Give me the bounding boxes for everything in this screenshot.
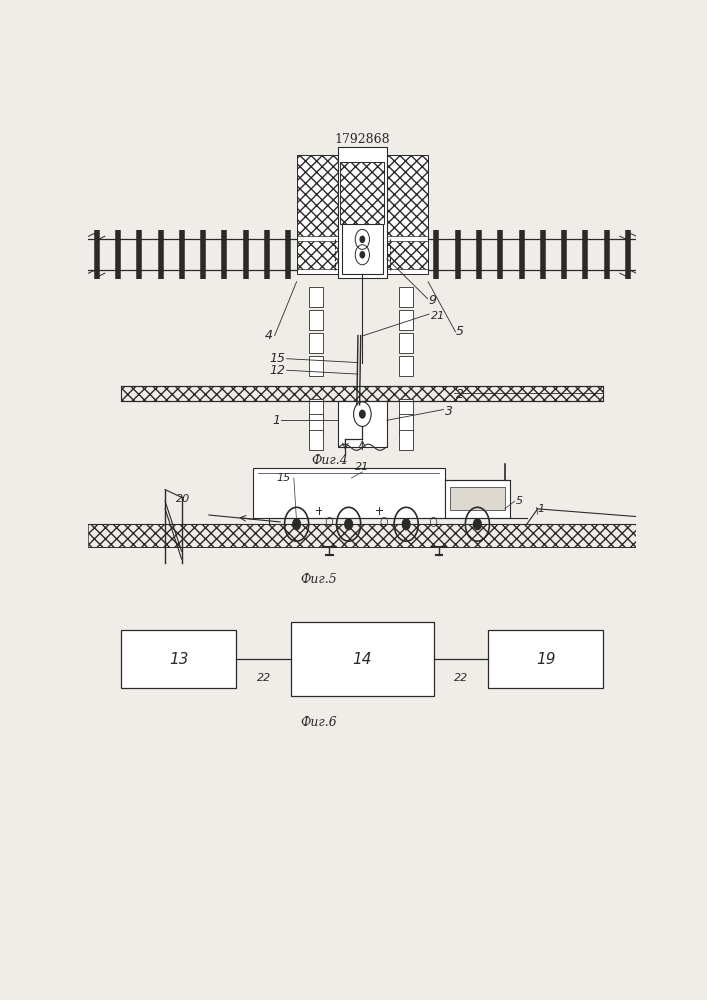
Text: 1792868: 1792868 (334, 133, 390, 146)
Text: Фиг.5: Фиг.5 (300, 573, 337, 586)
Bar (489, 630, 604, 688)
Text: 20: 20 (175, 494, 189, 504)
Text: 19: 19 (536, 652, 556, 666)
Bar (338, 147, 387, 278)
Bar (309, 310, 323, 330)
Text: Фиг.6: Фиг.6 (300, 716, 337, 729)
Circle shape (345, 519, 353, 530)
Bar (253, 468, 445, 518)
Circle shape (474, 519, 481, 530)
Text: 1: 1 (538, 504, 545, 514)
Text: 5: 5 (516, 496, 523, 506)
Bar (309, 287, 323, 307)
Bar (309, 356, 323, 376)
Bar (309, 414, 323, 434)
Bar (297, 155, 428, 274)
Text: 22: 22 (257, 673, 271, 683)
Text: 21: 21 (431, 311, 445, 321)
Bar (338, 401, 387, 447)
Bar (297, 241, 428, 269)
Text: 3: 3 (445, 405, 452, 418)
Bar (122, 630, 236, 688)
Bar (342, 224, 382, 274)
Bar (399, 310, 414, 330)
Circle shape (360, 236, 365, 242)
Text: 12: 12 (269, 364, 286, 377)
Bar (291, 622, 433, 696)
Bar (297, 155, 428, 235)
Circle shape (360, 410, 365, 418)
Bar (309, 399, 323, 419)
Bar (88, 524, 636, 547)
Bar (341, 162, 385, 224)
Text: 15: 15 (277, 473, 291, 483)
Text: 13: 13 (169, 652, 189, 666)
Bar (309, 430, 323, 450)
Text: 9: 9 (428, 294, 436, 307)
Text: 2: 2 (455, 388, 464, 401)
Circle shape (402, 519, 410, 530)
Bar (445, 480, 510, 518)
Circle shape (360, 252, 365, 258)
Circle shape (293, 519, 300, 530)
Text: Фиг.4: Фиг.4 (311, 454, 348, 467)
Bar (399, 430, 414, 450)
Bar (399, 287, 414, 307)
Bar (399, 399, 414, 419)
Bar (399, 356, 414, 376)
Text: 4: 4 (265, 329, 273, 342)
Text: 22: 22 (454, 673, 468, 683)
Text: 15: 15 (269, 352, 286, 365)
Text: 21: 21 (355, 462, 370, 472)
Bar (399, 333, 414, 353)
Bar (122, 386, 604, 401)
Bar (399, 414, 414, 434)
Text: 5: 5 (455, 325, 464, 338)
Bar (450, 487, 505, 510)
Bar (309, 333, 323, 353)
Text: 1: 1 (272, 414, 280, 427)
Text: 14: 14 (353, 652, 372, 666)
